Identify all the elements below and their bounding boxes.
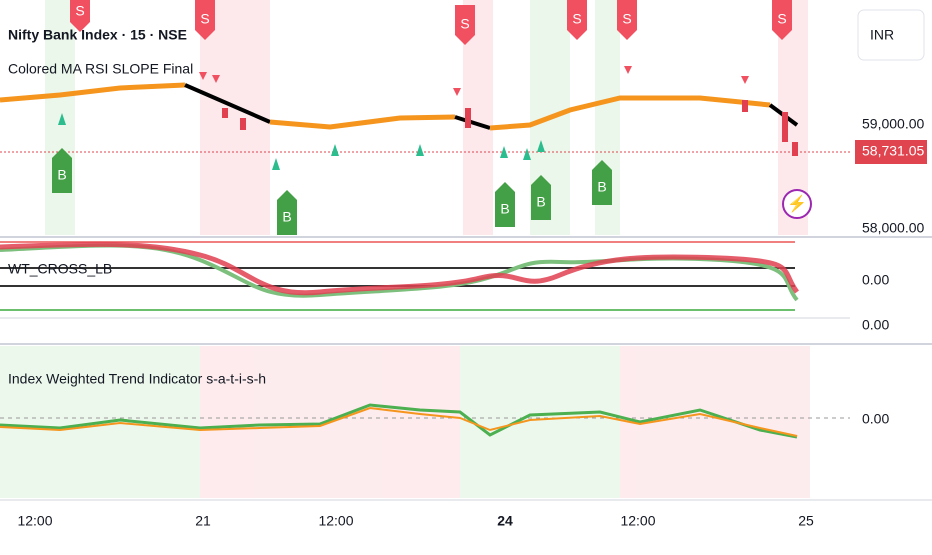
sell-label: S xyxy=(460,16,469,32)
sell-marker xyxy=(617,0,637,40)
buy-marker xyxy=(277,190,297,235)
buy-marker xyxy=(531,175,551,220)
time-label: 24 xyxy=(497,513,513,529)
svg-text:⚡: ⚡ xyxy=(787,194,807,213)
price-label: 58,000.00 xyxy=(862,220,924,236)
value-label: 0.00 xyxy=(862,272,889,288)
currency[interactable]: INR xyxy=(870,27,894,43)
buy-marker xyxy=(52,148,72,193)
value-label: 0.00 xyxy=(862,317,889,333)
last-price: 58,731.05 xyxy=(862,143,924,159)
sell-label: S xyxy=(75,3,84,19)
buy-marker xyxy=(592,160,612,205)
time-label: 12:00 xyxy=(318,513,353,529)
sell-label: S xyxy=(572,11,581,27)
time-label: 12:00 xyxy=(620,513,655,529)
time-label: 25 xyxy=(798,513,814,529)
indicator-label: Index Weighted Trend Indicator s-a-t-i-s… xyxy=(8,371,266,387)
indicator-label: WT_CROSS_LB xyxy=(8,261,112,277)
indicator-label: Colored MA RSI SLOPE Final xyxy=(8,61,193,77)
symbol-title: Nifty Bank Index · 15 · NSE xyxy=(8,27,187,43)
value-label: 0.00 xyxy=(862,411,889,427)
sell-label: S xyxy=(777,11,786,27)
buy-label: B xyxy=(282,209,291,225)
buy-label: B xyxy=(500,201,509,217)
sell-marker xyxy=(70,0,90,32)
sell-marker xyxy=(455,5,475,45)
price-label: 59,000.00 xyxy=(862,116,924,132)
time-label: 21 xyxy=(195,513,211,529)
sell-label: S xyxy=(622,11,631,27)
time-label: 12:00 xyxy=(17,513,52,529)
buy-label: B xyxy=(536,194,545,210)
sell-marker xyxy=(772,0,792,40)
buy-marker xyxy=(495,182,515,227)
sell-label: S xyxy=(200,11,209,27)
sell-marker xyxy=(195,0,215,40)
sell-marker xyxy=(567,0,587,40)
buy-label: B xyxy=(57,167,66,183)
buy-label: B xyxy=(597,179,606,195)
